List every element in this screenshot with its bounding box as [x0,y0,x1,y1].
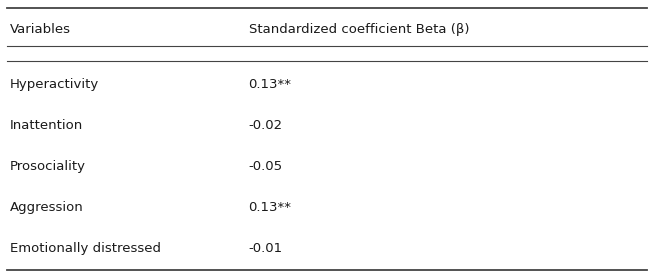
Text: -0.01: -0.01 [249,242,283,255]
Text: Emotionally distressed: Emotionally distressed [10,242,161,255]
Text: Inattention: Inattention [10,119,83,132]
Text: Prosociality: Prosociality [10,160,86,173]
Text: Variables: Variables [10,23,71,35]
Text: Aggression: Aggression [10,201,84,214]
Text: -0.05: -0.05 [249,160,283,173]
Text: -0.02: -0.02 [249,119,283,132]
Text: 0.13**: 0.13** [249,78,292,91]
Text: Hyperactivity: Hyperactivity [10,78,99,91]
Text: Standardized coefficient Beta (β): Standardized coefficient Beta (β) [249,23,469,35]
Text: 0.13**: 0.13** [249,201,292,214]
